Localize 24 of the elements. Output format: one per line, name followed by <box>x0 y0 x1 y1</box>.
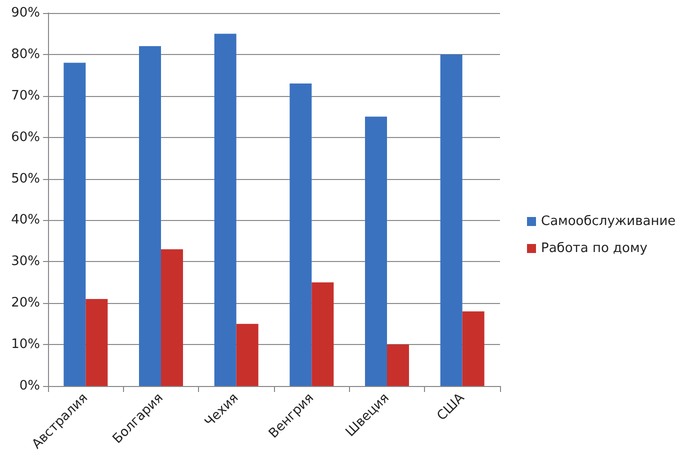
bar <box>365 116 387 386</box>
y-tick-label: 30% <box>11 254 40 270</box>
bar <box>236 324 258 386</box>
y-tick-label: 90% <box>11 6 40 20</box>
y-tick-label: 70% <box>11 88 40 104</box>
bar <box>290 83 312 386</box>
bar <box>214 34 236 386</box>
y-tick-label: 20% <box>11 296 40 311</box>
bar <box>86 298 108 386</box>
bar <box>161 249 183 386</box>
bar <box>462 311 484 386</box>
y-tick-label: 40% <box>11 212 40 228</box>
y-tick-label: 60% <box>11 130 40 145</box>
legend-label: Работа по дому <box>541 241 648 256</box>
bar <box>312 282 334 386</box>
y-tick-label: 0% <box>19 378 40 394</box>
y-tick-label: 50% <box>11 171 40 186</box>
y-tick-label: 80% <box>11 46 40 62</box>
bar <box>387 344 409 386</box>
legend-label: Самообслуживание <box>541 214 676 229</box>
bar <box>64 62 86 386</box>
y-tick-label: 10% <box>11 337 40 352</box>
bar <box>440 54 462 386</box>
bar <box>139 46 161 386</box>
